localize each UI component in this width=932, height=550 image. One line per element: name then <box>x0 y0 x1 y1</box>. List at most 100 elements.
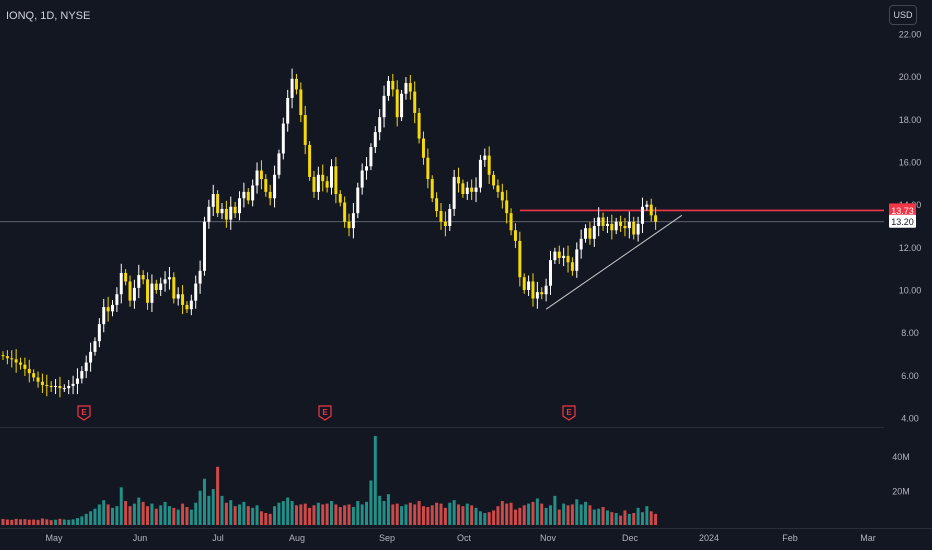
volume-bar <box>518 507 522 525</box>
x-tick-label: Jun <box>133 533 148 543</box>
candle-body <box>426 157 430 180</box>
candle-body <box>338 194 342 203</box>
volume-bar <box>360 504 364 525</box>
volume-bar <box>246 506 250 525</box>
volume-bar <box>435 502 439 525</box>
candle-body <box>452 176 456 209</box>
support-trendline <box>545 214 683 310</box>
candle-body <box>119 272 123 295</box>
candle-body <box>614 221 618 231</box>
volume-bar <box>308 507 312 525</box>
volume-bar <box>299 504 303 525</box>
x-tick-label: Mar <box>860 533 876 543</box>
candle-body <box>97 324 101 342</box>
candle-body <box>330 166 333 188</box>
candle-body <box>584 228 588 239</box>
volume-bar <box>527 503 531 525</box>
y-tick-label: 6.00 <box>901 371 919 381</box>
volume-tick-label: 40M <box>892 452 910 462</box>
volume-bar <box>207 495 211 525</box>
candle-body <box>27 368 31 374</box>
volume-bar <box>75 518 79 525</box>
candle-body <box>264 179 268 192</box>
volume-bar <box>264 513 268 525</box>
volume-bar <box>513 509 517 525</box>
candle-body <box>54 386 58 388</box>
volume-bar <box>277 502 281 525</box>
x-tick-label: Oct <box>457 533 472 543</box>
volume-bar <box>645 506 649 525</box>
volume-bar <box>365 501 369 525</box>
candle-body <box>19 362 23 365</box>
candle-body <box>132 287 136 301</box>
candle-body <box>373 132 377 148</box>
candle-body <box>316 174 320 192</box>
volume-bar <box>461 506 465 525</box>
candle-body <box>62 388 66 390</box>
candle-body <box>124 272 128 282</box>
volume-bar <box>408 502 412 525</box>
x-tick-label: Sep <box>379 533 395 543</box>
candle-body <box>5 356 9 359</box>
x-tick-label: Nov <box>540 533 557 543</box>
x-tick-label: Feb <box>782 533 798 543</box>
candle-body <box>40 381 44 385</box>
currency-button[interactable]: USD <box>889 5 917 25</box>
current-price-tag <box>889 214 916 228</box>
volume-bar <box>84 513 88 525</box>
volume-bar <box>610 512 614 525</box>
candle-body <box>207 206 211 222</box>
volume-bar <box>636 507 640 525</box>
candle-body <box>325 181 329 188</box>
candle-body <box>632 221 636 235</box>
volume-bar <box>150 503 154 525</box>
candle-body <box>566 255 570 263</box>
volume-bar <box>448 502 452 525</box>
y-tick-label: 10.00 <box>899 286 922 296</box>
candle-body <box>216 194 220 214</box>
earnings-marker: E <box>81 408 87 417</box>
candle-body <box>273 174 277 199</box>
volume-bar <box>211 489 215 525</box>
candle-body <box>439 211 443 222</box>
volume-bar <box>588 505 592 525</box>
volume-bar <box>338 507 342 525</box>
candle-body <box>544 285 548 295</box>
volume-bar <box>426 507 430 525</box>
volume-bar <box>198 490 202 525</box>
volume-bar <box>281 501 285 525</box>
volume-bar <box>132 503 136 525</box>
volume-bar <box>316 502 320 525</box>
volume-bar <box>36 519 40 525</box>
volume-bar <box>89 511 93 525</box>
y-tick-label: 8.00 <box>901 328 919 338</box>
volume-bar <box>570 504 574 525</box>
volume-bar <box>605 510 609 525</box>
volume-bar <box>417 501 421 525</box>
candle-body <box>167 277 171 280</box>
volume-bar <box>378 495 382 525</box>
y-tick-label: 18.00 <box>899 115 922 125</box>
candle-body <box>290 78 294 98</box>
volume-bar <box>627 513 631 525</box>
volume-bar <box>439 503 443 525</box>
volume-bar <box>137 497 141 525</box>
candle-body <box>478 159 482 188</box>
candle-body <box>601 217 605 226</box>
candle-body <box>159 283 163 290</box>
candle-body <box>610 223 614 231</box>
candle-body <box>202 221 206 271</box>
volume-bar <box>268 513 272 525</box>
volume-bar <box>93 508 97 525</box>
volume-bar <box>49 520 53 525</box>
candle-body <box>198 270 202 284</box>
candle-body <box>84 362 88 372</box>
volume-bar <box>373 435 377 525</box>
candle-body <box>500 191 504 201</box>
volume-bar <box>452 500 456 525</box>
volume-bar <box>369 480 373 525</box>
candle-body <box>474 187 478 192</box>
volume-bar <box>478 511 482 525</box>
candle-body <box>435 198 439 212</box>
